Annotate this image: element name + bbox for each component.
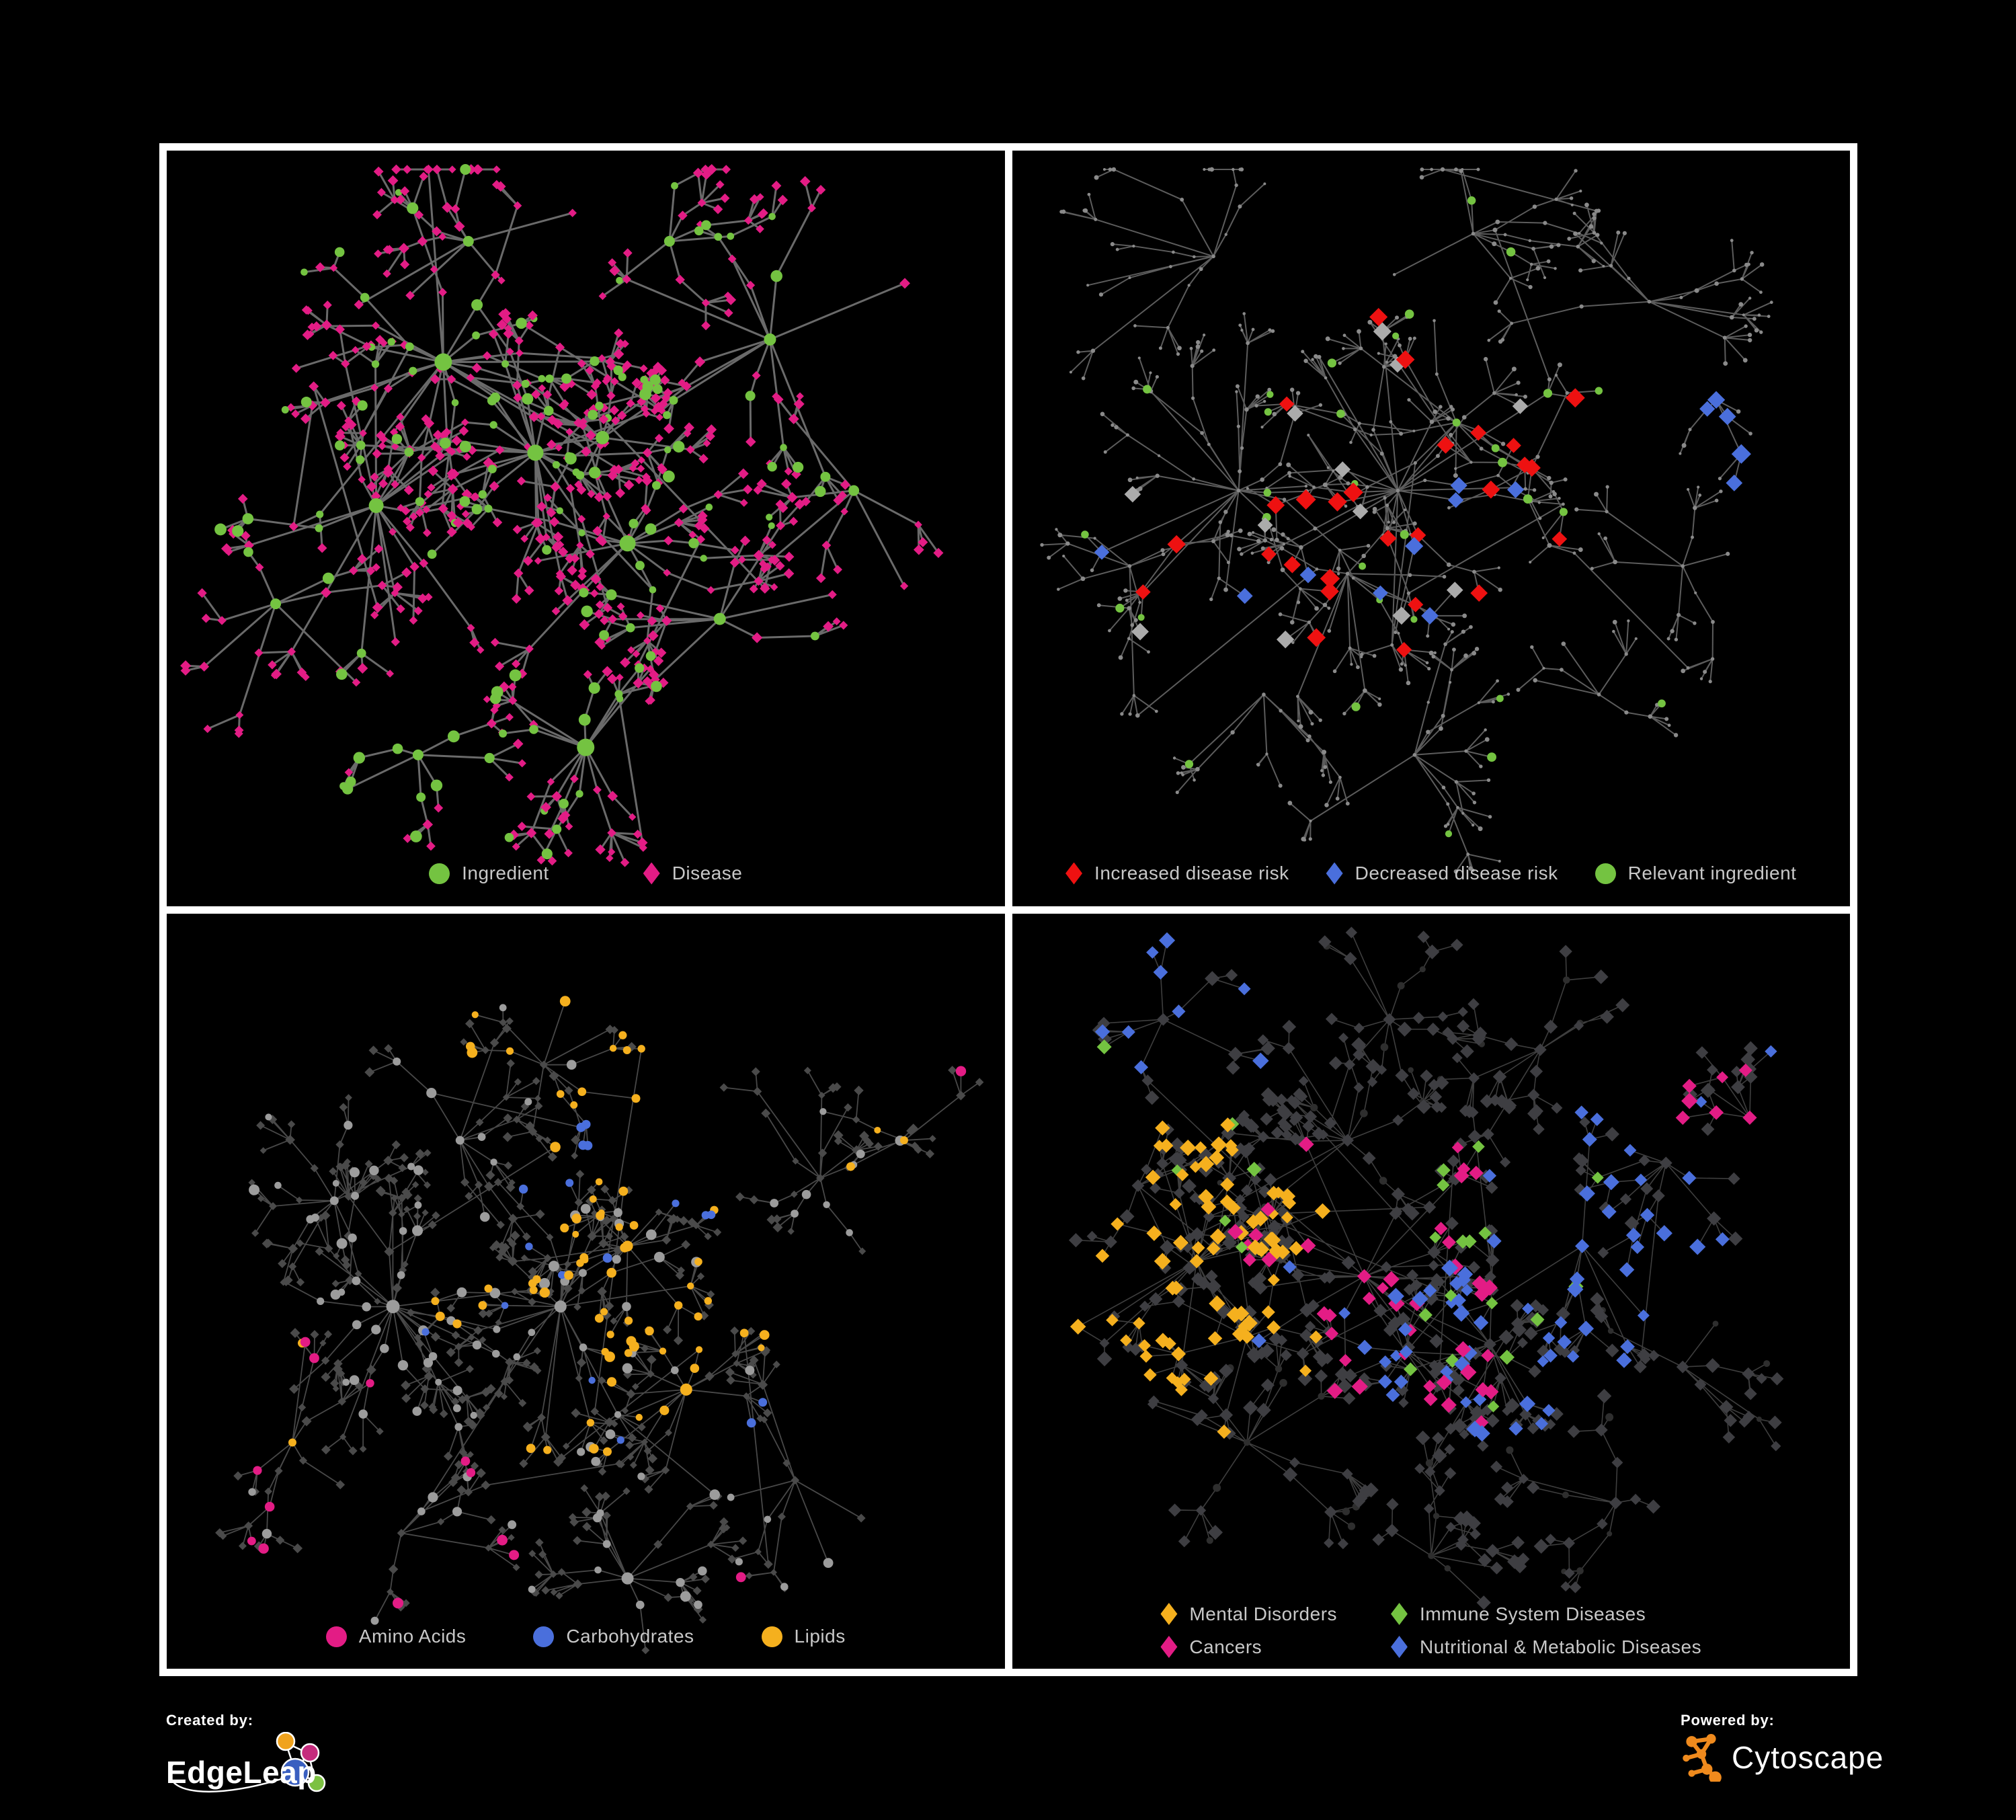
legend-disease-risk: Increased disease risk Decreased disease…	[1012, 862, 1851, 885]
panel-nutrient-classes: Amino Acids Carbohydrates Lipids	[167, 913, 1005, 1669]
panel-disease-classes: Mental Disorders Immune System Diseases …	[1012, 913, 1850, 1669]
edgeleap-wordmark: EdgeLeap	[166, 1755, 317, 1790]
legend-label: Disease	[672, 863, 743, 883]
diamond-marker-icon	[1160, 1603, 1178, 1625]
panel-disease-risk: Increased disease risk Decreased disease…	[1012, 151, 1851, 906]
legend-item: Amino Acids	[325, 1626, 467, 1647]
legend-label: Amino Acids	[358, 1626, 467, 1647]
legend-item: Immune System Diseases	[1391, 1603, 1701, 1625]
legend-label: Relevant ingredient	[1627, 863, 1797, 883]
panel-ingredient-disease: Ingredient Disease	[167, 151, 1005, 906]
circle-marker-icon	[761, 1626, 782, 1647]
diamond-marker-icon	[1160, 1636, 1178, 1658]
legend-ingredient-disease: Ingredient Disease	[167, 862, 1005, 885]
cytoscape-logo-icon	[1683, 1734, 1722, 1782]
legend-label: Ingredient	[462, 863, 549, 883]
powered-by-label: Powered by:	[1681, 1712, 1775, 1729]
legend-label: Increased disease risk	[1094, 863, 1289, 883]
circle-marker-icon	[533, 1626, 555, 1647]
legend-item: Relevant ingredient	[1595, 863, 1797, 884]
cytoscape-wordmark: Cytoscape	[1732, 1740, 1884, 1775]
legend-item: Lipids	[761, 1626, 846, 1647]
legend-item: Disease	[643, 862, 743, 885]
diamond-marker-icon	[643, 862, 660, 885]
circle-marker-icon	[325, 1626, 347, 1647]
legend-nutrient-classes: Amino Acids Carbohydrates Lipids	[167, 1626, 1005, 1647]
diamond-marker-icon	[1326, 862, 1343, 885]
panel-grid: Ingredient Disease Increased disease ris…	[159, 143, 1857, 1676]
created-by-block: Created by: EdgeLeap	[166, 1712, 341, 1813]
diamond-marker-icon	[1391, 1603, 1408, 1625]
legend-disease-classes: Mental Disorders Immune System Diseases …	[1160, 1603, 1701, 1658]
disease-classes-network-canvas	[1068, 926, 1783, 1610]
circle-marker-icon	[429, 863, 450, 884]
legend-label: Immune System Diseases	[1420, 1603, 1646, 1624]
legend-item: Ingredient	[429, 863, 549, 884]
created-by-label: Created by:	[166, 1712, 253, 1729]
disease-risk-network-canvas	[1039, 167, 1773, 874]
edgeleap-logo-icon: EdgeLeap	[166, 1731, 326, 1793]
powered-by-block: Powered by:	[1681, 1712, 1884, 1782]
legend-item: Mental Disorders	[1160, 1603, 1337, 1625]
legend-item: Carbohydrates	[533, 1626, 694, 1647]
legend-label: Decreased disease risk	[1355, 863, 1558, 883]
legend-label: Lipids	[794, 1626, 846, 1647]
diamond-marker-icon	[1065, 862, 1083, 885]
legend-item: Nutritional & Metabolic Diseases	[1391, 1636, 1701, 1658]
legend-item: Cancers	[1160, 1636, 1337, 1658]
nutrient-classes-network-canvas	[215, 995, 984, 1654]
legend-label: Cancers	[1189, 1636, 1262, 1657]
diamond-marker-icon	[1391, 1636, 1408, 1658]
legend-label: Mental Disorders	[1189, 1603, 1338, 1624]
legend-label: Carbohydrates	[566, 1626, 694, 1647]
ingredient-disease-network-canvas	[180, 164, 944, 867]
circle-marker-icon	[1595, 863, 1616, 884]
legend-label: Nutritional & Metabolic Diseases	[1420, 1636, 1702, 1657]
legend-item: Decreased disease risk	[1326, 862, 1558, 885]
legend-item: Increased disease risk	[1065, 862, 1289, 885]
